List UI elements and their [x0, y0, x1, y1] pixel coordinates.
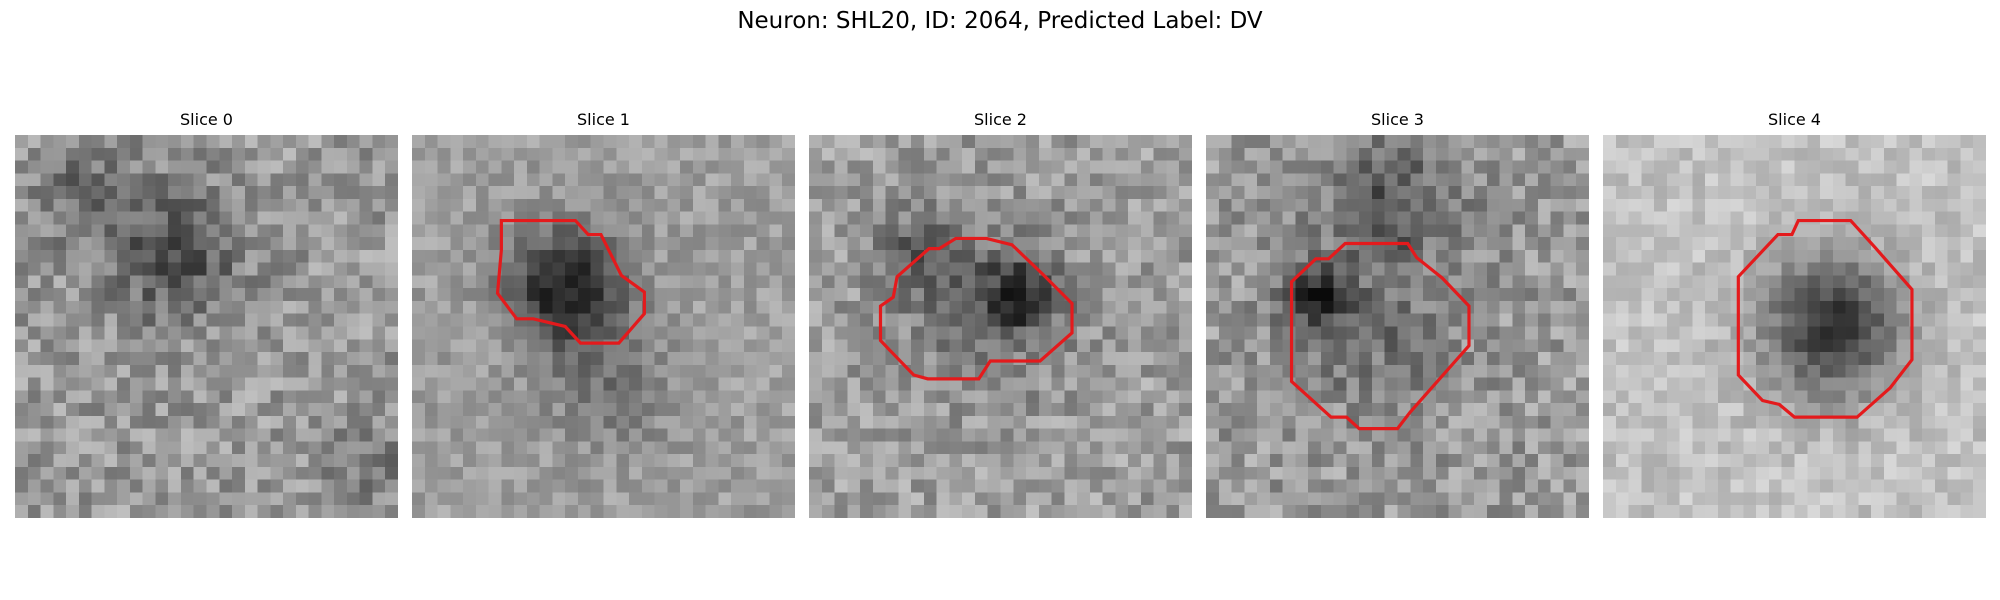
slice-image-3 — [1206, 135, 1589, 518]
slice-image-0 — [15, 135, 398, 518]
slice-title-3: Slice 3 — [1371, 110, 1424, 129]
pixel-grid-4 — [1603, 135, 1986, 518]
roi-outline-2 — [878, 236, 1074, 381]
slice-image-4 — [1603, 135, 1986, 518]
slice-title-1: Slice 1 — [577, 110, 630, 129]
slice-panel-3: Slice 3 — [1206, 108, 1589, 518]
slice-title-0: Slice 0 — [180, 110, 233, 129]
slice-panel-2: Slice 2 — [809, 108, 1192, 518]
roi-outline-3 — [1289, 241, 1471, 431]
pixel-grid-1 — [412, 135, 795, 518]
slice-panel-1: Slice 1 — [412, 108, 795, 518]
slice-panel-4: Slice 4 — [1603, 108, 1986, 518]
slice-panel-0: Slice 0 — [15, 108, 398, 518]
pixel-grid-2 — [809, 135, 1192, 518]
slice-title-4: Slice 4 — [1768, 110, 1821, 129]
slice-title-2: Slice 2 — [974, 110, 1027, 129]
roi-outline-1 — [495, 218, 646, 345]
slice-image-2 — [809, 135, 1192, 518]
roi-outline-4 — [1736, 218, 1914, 419]
pixel-grid-0 — [15, 135, 398, 518]
slice-image-1 — [412, 135, 795, 518]
pixel-grid-3 — [1206, 135, 1589, 518]
figure-title: Neuron: SHL20, ID: 2064, Predicted Label… — [737, 8, 1263, 34]
